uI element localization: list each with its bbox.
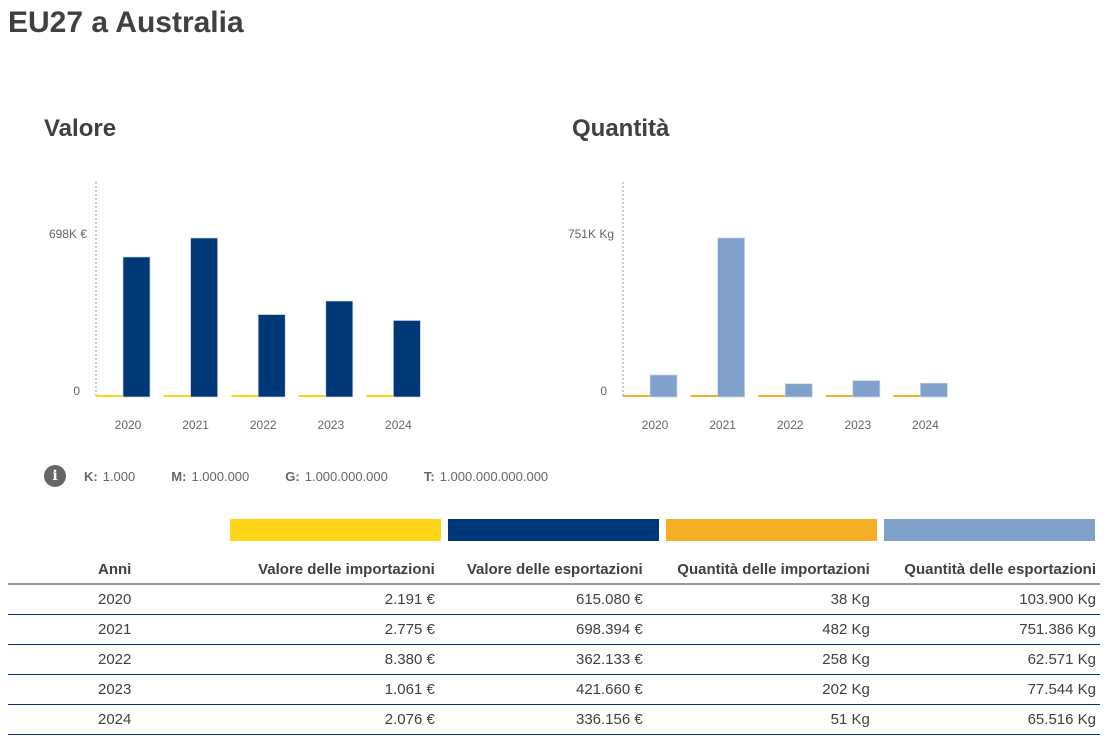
table-cell: 482 Kg: [646, 614, 874, 645]
x-tick-label: 2023: [844, 418, 871, 432]
x-tick-label: 2023: [317, 418, 344, 432]
table-cell: 2022: [8, 644, 230, 675]
bar-import-2022[interactable]: [231, 395, 259, 397]
table-row: 2020 2.191 €615.080 €38 Kg 103.900 Kg: [8, 584, 1100, 615]
table-cell: 421.660 €: [438, 674, 647, 705]
table-cell: 202 Kg: [646, 674, 874, 705]
y-tick-label: 0: [600, 384, 607, 398]
swatch-import-value: [230, 519, 441, 541]
x-tick-label: 2022: [777, 418, 804, 432]
table-cell: 258 Kg: [646, 644, 874, 675]
table-cell: 336.156 €: [438, 704, 647, 735]
x-tick-label: 2024: [912, 418, 939, 432]
bar-import-2024[interactable]: [893, 395, 921, 397]
table-cell: 615.080 €: [438, 584, 647, 615]
bar-export-2024[interactable]: [393, 320, 421, 398]
swatch-import-qty: [666, 519, 877, 541]
col-header: Valore delle importazioni: [230, 555, 439, 585]
data-table: Anni Valore delle importazioni Valore de…: [8, 555, 1100, 735]
bar-export-2021[interactable]: [190, 237, 218, 398]
col-header: Valore delle esportazioni: [438, 555, 647, 585]
table-cell: 62.571 Kg: [873, 644, 1100, 675]
table-row: 2024 2.076 €336.156 €51 Kg 65.516 Kg: [8, 704, 1100, 735]
bar-import-2023[interactable]: [298, 395, 326, 397]
table-cell: 103.900 Kg: [873, 584, 1100, 615]
swatch-export-qty: [884, 519, 1095, 541]
y-tick-label: 0: [73, 384, 80, 398]
page-title: EU27 a Australia: [8, 6, 244, 39]
table-cell: 77.544 Kg: [873, 674, 1100, 705]
table-cell: 698.394 €: [438, 614, 647, 645]
charts-area: 0 698K € 2020 2021 2022 2023 2024 0 751K Kg 2020 2…: [49, 182, 948, 432]
x-tick-label: 2024: [385, 418, 412, 432]
table-cell: 1.061 €: [230, 674, 439, 705]
bar-import-2023[interactable]: [825, 395, 853, 397]
bar-import-2020[interactable]: [96, 395, 123, 397]
x-tick-label: 2020: [115, 418, 142, 432]
table-cell: 2023: [8, 674, 230, 705]
col-header: Quantità delle esportazioni: [873, 555, 1100, 585]
info-icon[interactable]: i: [44, 465, 66, 487]
chart-title-quantita: Quantità: [572, 115, 670, 142]
chart-title-valore: Valore: [44, 115, 117, 142]
bar-export-2022[interactable]: [257, 314, 286, 398]
swatch-export-value: [448, 519, 659, 541]
col-header: Anni: [8, 555, 230, 585]
x-tick-label: 2021: [709, 418, 736, 432]
y-tick-label: 698K €: [49, 227, 87, 241]
unit-legend: i K: 1.000 M: 1.000.000 G: 1.000.000.000 T:…: [44, 465, 584, 487]
col-header: Quantità delle importazioni: [646, 555, 874, 585]
bar-export-2020[interactable]: [649, 374, 678, 398]
table-row: 2023 1.061 €421.660 €202 Kg 77.544 Kg: [8, 674, 1100, 705]
bar-export-2021[interactable]: [717, 237, 745, 398]
table-cell: 2024: [8, 704, 230, 735]
table-cell: 2.775 €: [230, 614, 439, 645]
bar-import-2024[interactable]: [366, 395, 394, 397]
table-row: 2021 2.775 €698.394 €482 Kg 751.386 Kg: [8, 614, 1100, 645]
bar-import-2021[interactable]: [163, 395, 191, 397]
table-row: 2022 8.380 €362.133 €258 Kg 62.571 Kg: [8, 644, 1100, 675]
bar-import-2022[interactable]: [758, 395, 786, 397]
bar-export-2023[interactable]: [852, 380, 881, 398]
bar-export-2023[interactable]: [325, 300, 354, 398]
table-cell: 38 Kg: [646, 584, 874, 615]
bar-import-2020[interactable]: [623, 395, 650, 397]
x-tick-label: 2020: [642, 418, 669, 432]
table-cell: 2021: [8, 614, 230, 645]
bar-export-2020[interactable]: [122, 256, 151, 398]
table-cell: 8.380 €: [230, 644, 439, 675]
bar-export-2022[interactable]: [784, 383, 813, 398]
table-cell: 2020: [8, 584, 230, 615]
x-tick-label: 2021: [182, 418, 209, 432]
bar-export-2024[interactable]: [920, 382, 948, 398]
bar-import-2021[interactable]: [690, 395, 718, 397]
table-cell: 2.191 €: [230, 584, 439, 615]
table-cell: 51 Kg: [646, 704, 874, 735]
table-cell: 2.076 €: [230, 704, 439, 735]
table-cell: 362.133 €: [438, 644, 647, 675]
x-tick-label: 2022: [250, 418, 277, 432]
y-tick-label: 751K Kg: [568, 227, 614, 241]
table-cell: 65.516 Kg: [873, 704, 1100, 735]
table-cell: 751.386 Kg: [873, 614, 1100, 645]
